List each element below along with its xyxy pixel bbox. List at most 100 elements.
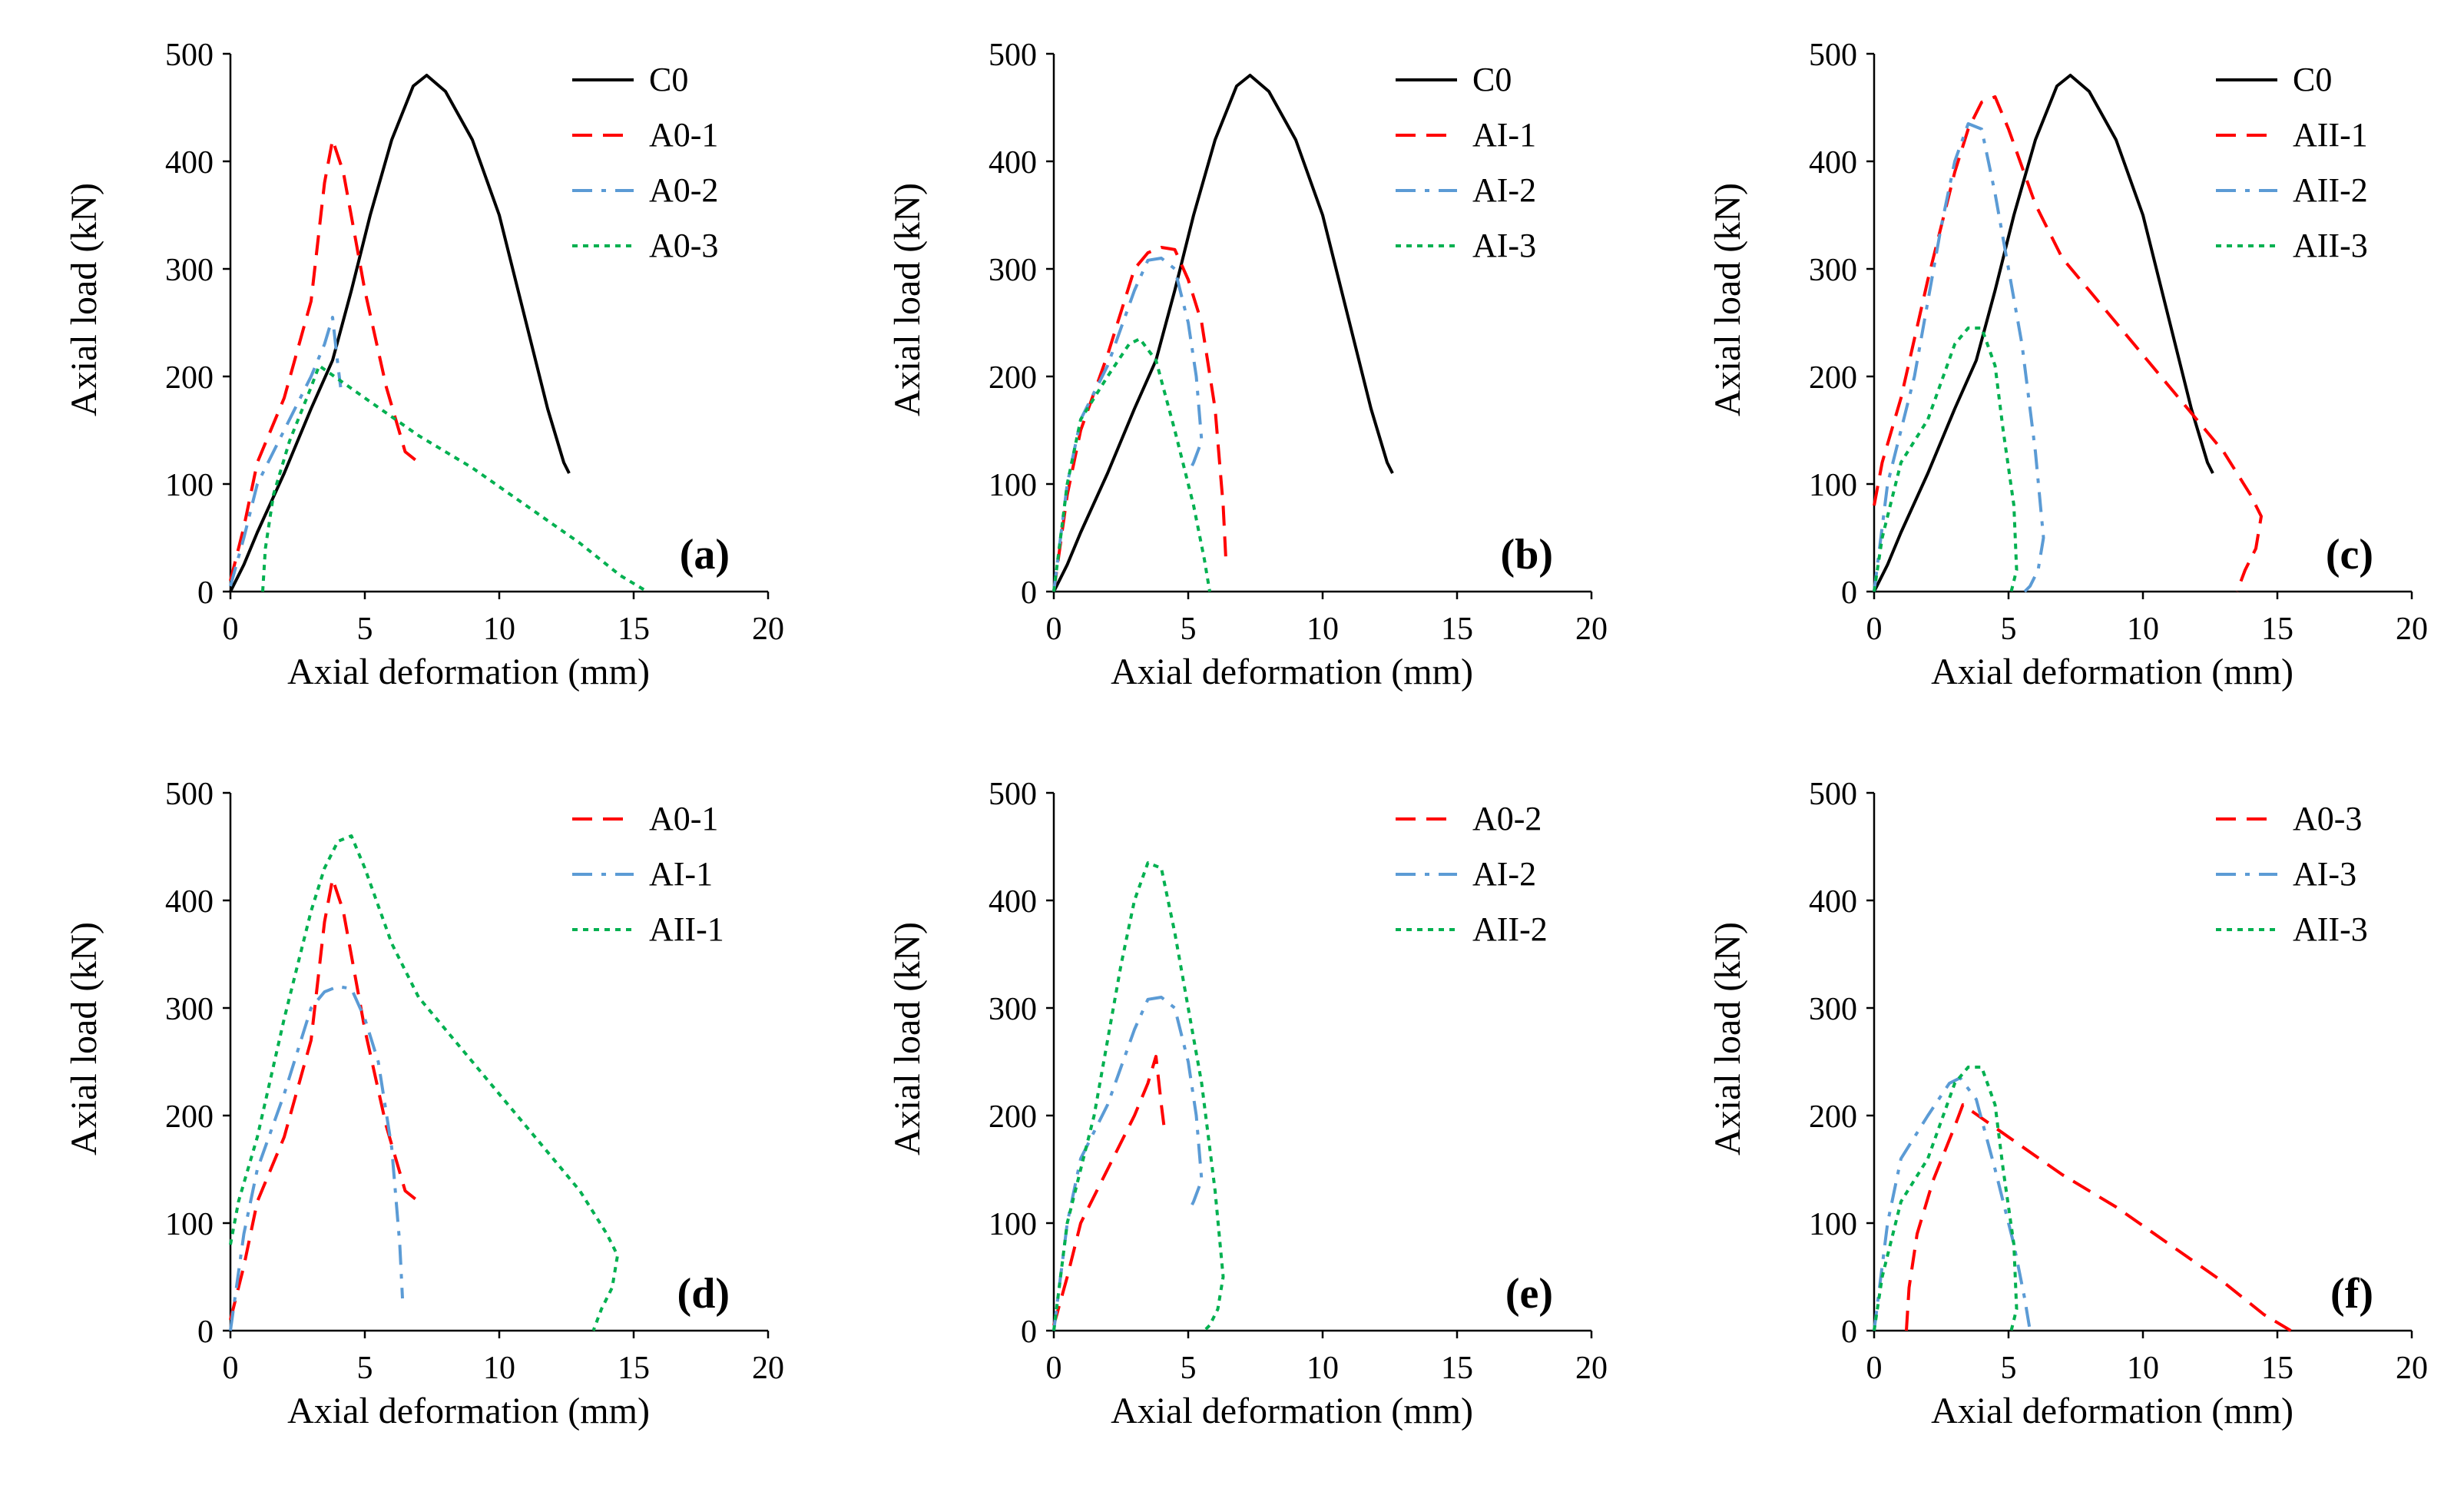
legend-label: A0-3 [2293,800,2362,837]
x-tick-label: 5 [2001,1351,2017,1386]
legend-label: AII-1 [649,910,724,948]
x-tick-label: 15 [1441,612,1473,647]
x-tick-label: 0 [1046,612,1062,647]
legend-label: AI-1 [649,855,713,893]
x-tick-label: 5 [357,1351,373,1386]
series-line-AII-2 [1052,861,1225,1332]
y-tick-label: 200 [1809,360,1857,396]
y-tick-label: 300 [1809,253,1857,288]
y-tick-label: 0 [1021,575,1037,611]
x-tick-label: 15 [2261,612,2293,647]
panel-label: (a) [680,531,730,579]
panel-label: (d) [677,1270,730,1318]
y-tick-label: 500 [1809,777,1857,812]
y-tick-label: 400 [989,145,1037,181]
x-axis-label: Axial deformation (mm) [1931,652,2293,692]
x-tick-label: 5 [357,612,373,647]
y-axis-label: Axial load (kN) [1707,922,1748,1155]
series-line-A0-1 [229,877,420,1321]
legend-label: AII-1 [2293,116,2368,154]
y-tick-label: 400 [1809,145,1857,181]
x-tick-label: 10 [1307,1351,1339,1386]
y-tick-label: 400 [1809,884,1857,920]
series-line-A0-3 [261,364,648,593]
x-tick-label: 15 [2261,1351,2293,1386]
legend-label: C0 [2293,61,2332,98]
legend-label: A0-2 [649,171,718,209]
y-tick-label: 100 [165,468,214,503]
y-tick-label: 500 [1809,38,1857,73]
panel-label: (f) [2330,1270,2373,1318]
series-line-A0-2 [229,316,343,587]
x-tick-label: 10 [2127,1351,2159,1386]
legend-label: AI-1 [1472,116,1536,154]
legend-label: C0 [1472,61,1512,98]
chart-panel-a: 0 100 200 300 400 500 0 5 10 15 20 Axial deformatio… [64,38,784,692]
x-tick-label: 0 [223,612,239,647]
x-tick-label: 5 [1181,612,1197,647]
chart-panel-d: 0 100 200 300 400 500 0 5 10 15 20 Axial deformatio… [64,777,784,1431]
y-tick-label: 400 [165,145,214,181]
y-tick-label: 0 [197,1315,214,1350]
x-tick-label: 20 [2396,1351,2428,1386]
y-tick-label: 300 [165,253,214,288]
series-line-A0-2 [1052,1055,1166,1326]
x-tick-label: 20 [752,612,784,647]
panel-label: (b) [1501,531,1553,579]
legend-label: AI-3 [2293,855,2356,893]
y-tick-label: 200 [165,1099,214,1135]
x-tick-label: 0 [1046,1351,1062,1386]
y-tick-label: 500 [165,777,214,812]
y-tick-label: 100 [989,1207,1037,1242]
legend-label: AII-3 [2293,910,2368,948]
y-axis-label: Axial load (kN) [64,922,104,1155]
y-tick-label: 0 [1021,1315,1037,1350]
series-line-AII-2 [1873,122,2045,593]
y-tick-label: 300 [165,992,214,1027]
legend-label: AI-2 [1472,855,1536,893]
legend-label: AII-2 [2293,171,2368,209]
y-tick-label: 400 [165,884,214,920]
x-tick-label: 0 [1866,1351,1883,1386]
x-tick-label: 20 [1575,1351,1608,1386]
x-tick-label: 5 [2001,612,2017,647]
series-line-AI-3 [1873,1076,2032,1331]
x-axis-label: Axial deformation (mm) [1111,652,1473,692]
x-tick-label: 10 [1307,612,1339,647]
y-axis-label: Axial load (kN) [1707,183,1748,416]
legend-label: C0 [649,61,688,98]
y-tick-label: 0 [1841,575,1857,611]
x-axis-label: Axial deformation (mm) [287,652,650,692]
x-tick-label: 10 [2127,612,2159,647]
y-tick-label: 500 [989,777,1037,812]
x-tick-label: 20 [1575,612,1608,647]
chart-panel-b: 0 100 200 300 400 500 0 5 10 15 20 Axial deformatio… [887,38,1608,692]
y-tick-label: 500 [165,38,214,73]
y-tick-label: 0 [1841,1315,1857,1350]
x-tick-label: 20 [752,1351,784,1386]
series-line-A0-1 [229,138,420,582]
legend-label: A0-3 [649,227,718,264]
series-line-AII-3 [1873,1066,2019,1331]
x-tick-label: 10 [483,612,515,647]
y-tick-label: 300 [989,253,1037,288]
y-tick-label: 300 [989,992,1037,1027]
series-line-C0 [1873,74,2214,592]
y-tick-label: 200 [1809,1099,1857,1135]
y-tick-label: 100 [1809,1207,1857,1242]
legend-label: AII-2 [1472,910,1548,948]
series-line-AI-1 [229,985,404,1331]
chart-panel-f: 0 100 200 300 400 500 0 5 10 15 20 Axial deformatio… [1707,777,2428,1431]
x-tick-label: 0 [1866,612,1883,647]
x-tick-label: 0 [223,1351,239,1386]
legend-label: A0-2 [1472,800,1542,837]
y-axis-label: Axial load (kN) [887,922,928,1155]
chart-panel-c: 0 100 200 300 400 500 0 5 10 15 20 Axial deformatio… [1707,38,2428,692]
series-line-AI-2 [1052,996,1204,1331]
series-line-C0 [229,74,571,592]
legend-label: AI-3 [1472,227,1536,264]
x-tick-label: 15 [1441,1351,1473,1386]
chart-panel-e: 0 100 200 300 400 500 0 5 10 15 20 Axial deformatio… [887,777,1608,1431]
y-tick-label: 200 [989,1099,1037,1135]
x-tick-label: 10 [483,1351,515,1386]
